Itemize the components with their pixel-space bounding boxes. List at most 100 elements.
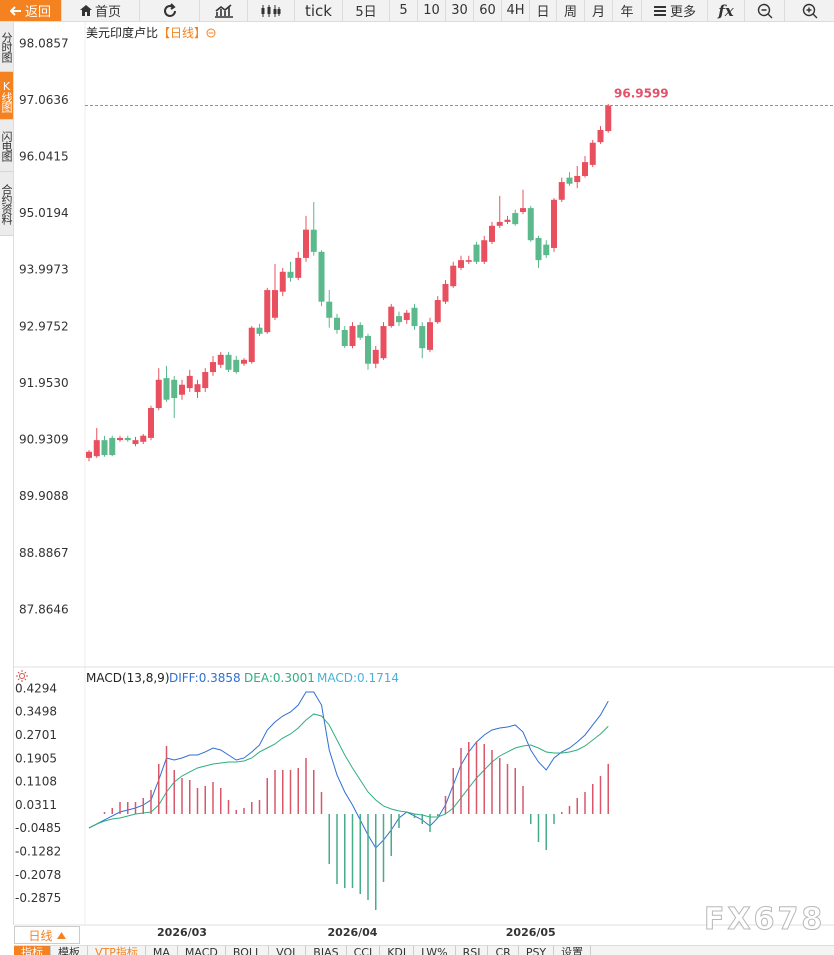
- chart-subtitle: 【日线】: [158, 26, 206, 40]
- period-tab[interactable]: 4H: [502, 0, 530, 21]
- bottom-tab[interactable]: 设置: [554, 946, 592, 955]
- candle-body: [179, 384, 185, 395]
- bottom-tab[interactable]: MA: [146, 946, 178, 955]
- candle-body: [458, 260, 464, 268]
- settings-icon[interactable]: [16, 670, 28, 682]
- legend-entry: DIFF:0.3858: [169, 671, 241, 685]
- candle-body: [357, 324, 364, 338]
- candle-body: [349, 326, 356, 346]
- y-tick-label: 90.9309: [19, 433, 69, 447]
- candle-body: [605, 105, 612, 132]
- refresh-button[interactable]: [140, 0, 200, 21]
- indicator-tabs: 指标 模板 VTP指标 MA MACD BOLL VOL BIAS CCI KD…: [14, 945, 834, 955]
- candle-body: [365, 336, 371, 364]
- candle-body: [574, 175, 581, 183]
- watermark: FX678: [703, 902, 826, 938]
- back-button[interactable]: 返回: [0, 0, 62, 21]
- collapse-icon[interactable]: [206, 28, 216, 38]
- candle-body: [589, 142, 596, 165]
- y-tick-label: 0.4294: [15, 681, 57, 695]
- candle-body: [489, 225, 495, 242]
- y-tick-label: 91.9530: [19, 376, 69, 390]
- bottom-tab[interactable]: BIAS: [306, 946, 347, 955]
- indicator-line: [88, 713, 609, 829]
- candle-body: [318, 251, 325, 302]
- bottom-tab[interactable]: LW%: [414, 946, 456, 955]
- zoom-in-button[interactable]: [785, 0, 834, 21]
- bottom-tab[interactable]: PSY: [519, 946, 555, 955]
- legend-entry: DEA:0.3001: [244, 671, 315, 685]
- candle-body: [504, 219, 511, 222]
- candle-body: [202, 372, 209, 389]
- candle-body: [450, 265, 457, 287]
- bottom-tab[interactable]: VOL: [269, 946, 307, 955]
- bottom-tab[interactable]: BOLL: [226, 946, 270, 955]
- period-tab[interactable]: 月: [585, 0, 613, 21]
- indicator-title: MACD(13,8,9): [86, 671, 170, 685]
- candle-body: [155, 379, 162, 409]
- period-button[interactable]: 日线: [14, 926, 80, 944]
- candle-body: [326, 301, 333, 318]
- period-tab[interactable]: 30: [446, 0, 474, 21]
- candle-body: [295, 257, 302, 278]
- candle-body: [264, 290, 271, 333]
- legend-entry: MACD:0.1714: [317, 671, 399, 685]
- y-tick-label: 92.9752: [19, 319, 69, 333]
- period-label: 日线: [28, 928, 53, 943]
- side-tab[interactable]: 闪电图: [0, 120, 13, 172]
- y-tick-label: 97.0636: [19, 93, 69, 107]
- candle-body: [148, 408, 154, 438]
- y-tick-label: 88.8867: [19, 546, 69, 560]
- period-tab[interactable]: tick: [295, 0, 343, 21]
- bottom-tab[interactable]: VTP指标: [88, 946, 146, 955]
- line-chart-button[interactable]: [200, 0, 248, 21]
- period-tab[interactable]: 10: [418, 0, 446, 21]
- candle-body: [396, 316, 402, 323]
- period-tab[interactable]: 60: [474, 0, 502, 21]
- candle-body: [473, 244, 480, 262]
- bottom-tab[interactable]: MACD: [178, 946, 226, 955]
- candle-body: [427, 322, 433, 350]
- candle-body: [225, 354, 232, 370]
- zoom-out-button[interactable]: [745, 0, 785, 21]
- back-label: 返回: [24, 5, 51, 20]
- bottom-tab[interactable]: 指标: [14, 946, 51, 955]
- candle-body: [109, 437, 116, 456]
- candle-body: [117, 437, 123, 441]
- y-tick-label: -0.0485: [15, 821, 61, 835]
- home-button[interactable]: 首页: [62, 0, 140, 21]
- candle-body: [527, 208, 534, 241]
- period-tab[interactable]: 年: [613, 0, 642, 21]
- period-tab[interactable]: 5: [390, 0, 418, 21]
- candle-body: [411, 307, 418, 327]
- candle-body: [272, 290, 278, 318]
- y-tick-label: 0.1108: [15, 775, 57, 789]
- candle-body: [217, 354, 224, 365]
- period-tab[interactable]: 周: [557, 0, 585, 21]
- side-tab[interactable]: K线图: [0, 72, 13, 120]
- side-tab[interactable]: 合约资料: [0, 172, 13, 236]
- candle-body: [210, 362, 216, 373]
- candle-body: [93, 440, 100, 457]
- bottom-tab[interactable]: CR: [488, 946, 519, 955]
- period-tab[interactable]: 日: [530, 0, 557, 21]
- candle-body: [372, 349, 379, 364]
- y-tick-label: 0.1905: [15, 751, 57, 765]
- bottom-tab[interactable]: KDJ: [380, 946, 415, 955]
- bottom-tab[interactable]: RSI: [456, 946, 489, 955]
- bottom-tab[interactable]: CCI: [347, 946, 381, 955]
- candle-body: [287, 271, 294, 278]
- x-tick-label: 2026/03: [157, 926, 207, 939]
- y-tick-label: 87.8646: [19, 602, 69, 616]
- candle-body: [194, 384, 201, 392]
- more-button[interactable]: 更多: [642, 0, 708, 21]
- y-tick-label: -0.2078: [15, 868, 61, 882]
- y-tick-label: 0.2701: [15, 728, 57, 742]
- candle-chart-button[interactable]: [248, 0, 295, 21]
- period-tab[interactable]: 5日: [343, 0, 390, 21]
- sidebar: 分时图 K线图 闪电图 合约资料: [0, 22, 14, 925]
- side-tab[interactable]: 分时图: [0, 22, 13, 72]
- formula-button[interactable]: fx: [708, 0, 745, 21]
- bottom-tab[interactable]: 模板: [51, 946, 88, 955]
- y-tick-label: 93.9973: [19, 263, 69, 277]
